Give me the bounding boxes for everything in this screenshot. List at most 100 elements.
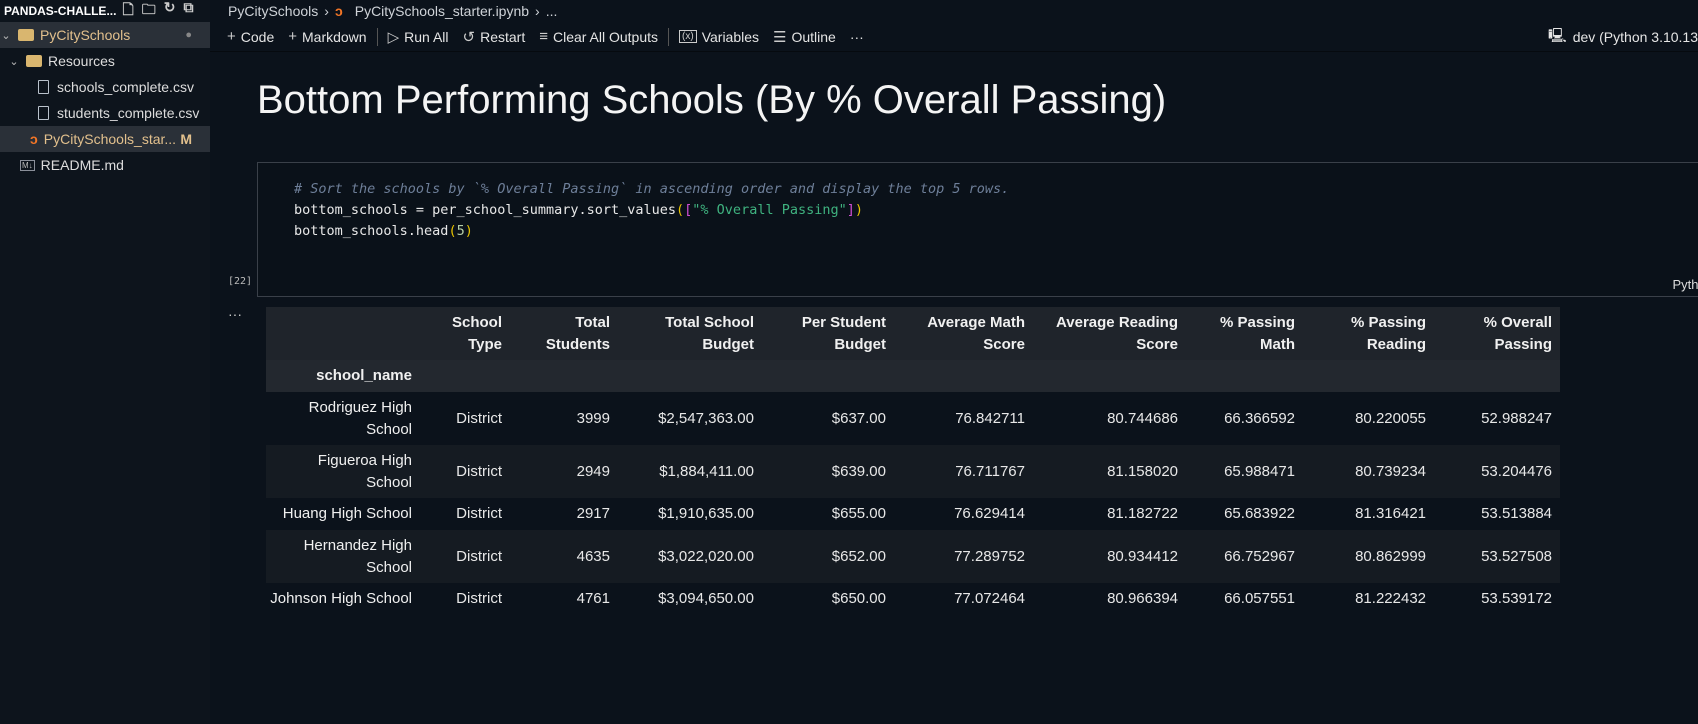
table-cell: District (456, 547, 502, 565)
breadcrumb-more[interactable]: ... (545, 3, 558, 19)
table-row: Figueroa High School District 2949 $1,884,4… (266, 445, 1560, 498)
outline-button[interactable]: ☰ Outline (766, 28, 843, 46)
table-cell: 76.842711 (955, 409, 1025, 427)
table-cell: District (456, 462, 502, 480)
more-actions-button[interactable]: ··· (849, 28, 864, 45)
code-number: 5 (456, 223, 465, 239)
cell-language[interactable]: Python (1672, 277, 1698, 292)
markdown-icon: M↓ (20, 159, 35, 171)
table-cell: 80.220055 (1355, 409, 1426, 427)
tree-label: students_complete.csv (57, 105, 200, 121)
tree-file-schools[interactable]: schools_complete.csv (0, 74, 210, 100)
clear-all-icon: ≡ (539, 28, 548, 45)
table-cell: District (456, 409, 502, 427)
table-cell: 53.513884 (1481, 505, 1552, 522)
chevron-down-icon: ⌄ (1, 29, 11, 42)
table-cell: $3,022,020.00 (658, 547, 754, 565)
code-token: ( (676, 202, 685, 218)
chevron-right-icon: › (535, 3, 540, 19)
variables-icon: (x) (679, 30, 697, 43)
code-cell[interactable]: # Sort the schools by `% Overall Passing… (257, 162, 1698, 297)
new-folder-icon[interactable]: 🗀 (141, 1, 156, 17)
code-editor[interactable]: # Sort the schools by `% Overall Passing… (294, 179, 1009, 242)
table-row: Hernandez High School District 4635 $3,022,… (266, 530, 1560, 583)
table-cell: $1,910,635.00 (658, 505, 754, 522)
breadcrumb-file[interactable]: PyCitySchools_starter.ipynb (354, 3, 530, 19)
add-code-button[interactable]: + Code (220, 28, 281, 45)
run-all-button[interactable]: ▷ Run All (381, 28, 456, 46)
collapse-all-icon[interactable]: ⧉ (183, 0, 194, 15)
table-cell: 81.182722 (1107, 505, 1178, 522)
output-dataframe: School Type Total Students Total School Bu… (266, 307, 1560, 615)
table-cell: 3999 (576, 409, 610, 427)
divider (376, 27, 378, 46)
notebook-editor: PyCitySchools › ↄ PyCitySchools_starter.i… (210, 0, 1698, 724)
label: Restart (480, 28, 526, 45)
table-cell: $652.00 (831, 547, 886, 565)
file-icon (38, 80, 49, 94)
code-token: bottom_schools.head (294, 223, 449, 239)
table-cell: District (456, 590, 502, 607)
jupyter-icon: ↄ (334, 3, 343, 19)
execution-count: [22] (228, 276, 253, 287)
column-header: % Overall Passing (1483, 313, 1552, 353)
label: Outline (791, 28, 836, 45)
row-index: Hernandez High School (303, 536, 412, 576)
table-cell: 80.739234 (1355, 462, 1426, 480)
variables-button[interactable]: (x) Variables (672, 29, 766, 45)
breadcrumb: PyCitySchools › ↄ PyCitySchools_starter.i… (210, 0, 1698, 22)
table-cell: 52.988247 (1481, 409, 1552, 427)
jupyter-icon: ↄ (30, 131, 38, 147)
table-cell: 81.316421 (1355, 505, 1426, 522)
kernel-label: dev (Python 3.10.13 (1572, 29, 1698, 45)
table-cell: 2917 (576, 505, 610, 522)
table-cell: $2,547,363.00 (658, 409, 754, 427)
table-cell: 53.539172 (1481, 590, 1552, 607)
table-cell: 80.966394 (1107, 590, 1178, 607)
folder-icon (18, 29, 34, 41)
table-cell: 2949 (576, 462, 610, 480)
tree-file-readme[interactable]: M↓ README.md (0, 152, 210, 178)
table-cell: 77.289752 (954, 547, 1025, 565)
breadcrumb-folder[interactable]: PyCitySchools (228, 3, 319, 19)
code-string: "% Overall Passing" (692, 202, 847, 218)
tree-folder-resources[interactable]: ⌄ Resources (0, 48, 210, 74)
code-token: [ (684, 202, 693, 218)
table-cell: $637.00 (831, 409, 886, 427)
empty (420, 360, 1560, 392)
modified-badge: M (180, 131, 192, 147)
clear-outputs-button[interactable]: ≡ Clear All Outputs (532, 28, 665, 45)
kernel-picker[interactable]: 🖳 dev (Python 3.10.13 (1548, 22, 1698, 52)
table-cell: 53.527508 (1481, 547, 1552, 565)
output-menu-button[interactable]: ··· (228, 306, 242, 322)
refresh-icon[interactable]: ↻ (163, 0, 176, 15)
table-cell: 65.683922 (1224, 505, 1295, 522)
table-cell: 76.629414 (954, 505, 1025, 522)
column-header: School Type (451, 313, 502, 353)
table-cell: 65.988471 (1224, 462, 1295, 480)
column-header: Total Students (545, 313, 610, 353)
restart-button[interactable]: ↺ Restart (456, 28, 533, 46)
kernel-icon: 🖳 (1548, 27, 1567, 43)
table-cell: 66.057551 (1224, 590, 1295, 607)
table-cell: 80.934412 (1107, 547, 1178, 565)
table-cell: $1,884,411.00 (659, 462, 754, 480)
divider (668, 27, 670, 46)
table-cell: $650.00 (831, 590, 886, 607)
table-cell: 80.862999 (1355, 547, 1426, 565)
label: Markdown (302, 28, 367, 45)
code-token: ] (846, 202, 855, 218)
tree-file-notebook[interactable]: ↄ PyCitySchools_star... M (0, 126, 210, 152)
code-token: bottom_schools = per_school_summary.sort… (294, 202, 677, 218)
tree-folder-pycityschools[interactable]: ⌄ PyCitySchools ● (0, 22, 210, 48)
table-cell: 77.072464 (954, 590, 1025, 607)
tree-file-students[interactable]: students_complete.csv (0, 100, 210, 126)
restart-icon: ↺ (462, 28, 476, 46)
add-markdown-button[interactable]: + Markdown (281, 28, 373, 45)
label: Clear All Outputs (552, 28, 659, 45)
row-index: Huang High School (282, 505, 412, 522)
label: Run All (404, 28, 449, 45)
new-file-icon[interactable]: 🗋 (122, 1, 134, 17)
table-cell: 80.744686 (1107, 409, 1178, 427)
column-header: Total School Budget (665, 313, 754, 353)
